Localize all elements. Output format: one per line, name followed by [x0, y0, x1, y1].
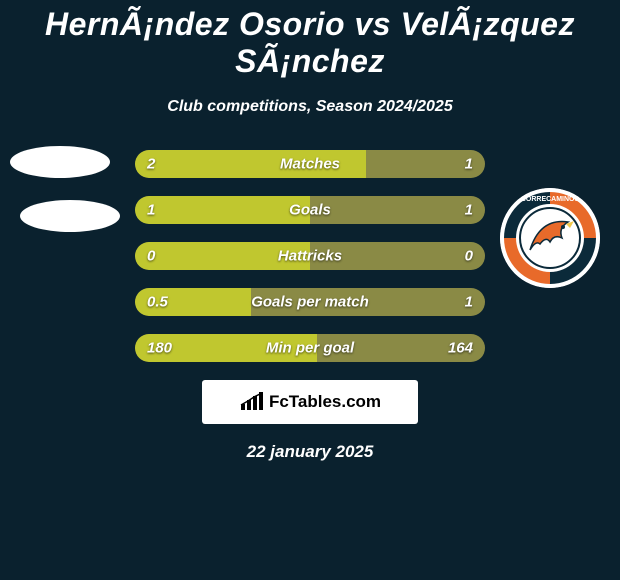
stat-right-value: 1 [465, 156, 473, 173]
stat-right-value: 0 [465, 248, 473, 265]
stat-label: Hattricks [135, 248, 485, 265]
stats-area: CORRECAMINOS 2Matches11Goals10Hattricks0… [0, 150, 620, 362]
stat-row: 180Min per goal164 [135, 334, 485, 362]
stat-row: 2Matches1 [135, 150, 485, 178]
stat-rows: 2Matches11Goals10Hattricks00.5Goals per … [135, 150, 485, 362]
comparison-card: HernÃ¡ndez Osorio vs VelÃ¡zquez SÃ¡nchez… [0, 0, 620, 580]
player1-logo-2 [20, 200, 120, 232]
player1-logo-1 [10, 146, 110, 178]
correcaminos-badge-icon: CORRECAMINOS [500, 188, 600, 288]
brand-text: FcTables.com [269, 392, 381, 412]
stat-right-value: 1 [465, 202, 473, 219]
stat-right-value: 164 [448, 340, 473, 357]
page-title: HernÃ¡ndez Osorio vs VelÃ¡zquez SÃ¡nchez [0, 0, 620, 80]
stat-row: 0Hattricks0 [135, 242, 485, 270]
snapshot-date: 22 january 2025 [0, 442, 620, 462]
stat-label: Min per goal [135, 340, 485, 357]
bar-chart-icon [239, 392, 265, 412]
stat-row: 1Goals1 [135, 196, 485, 224]
brand-box[interactable]: FcTables.com [202, 380, 418, 424]
stat-right-value: 1 [465, 294, 473, 311]
svg-text:CORRECAMINOS: CORRECAMINOS [521, 196, 580, 203]
player2-team-badge: CORRECAMINOS [500, 188, 600, 288]
page-subtitle: Club competitions, Season 2024/2025 [0, 98, 620, 116]
stat-label: Matches [135, 156, 485, 173]
stat-label: Goals per match [135, 294, 485, 311]
stat-label: Goals [135, 202, 485, 219]
stat-row: 0.5Goals per match1 [135, 288, 485, 316]
